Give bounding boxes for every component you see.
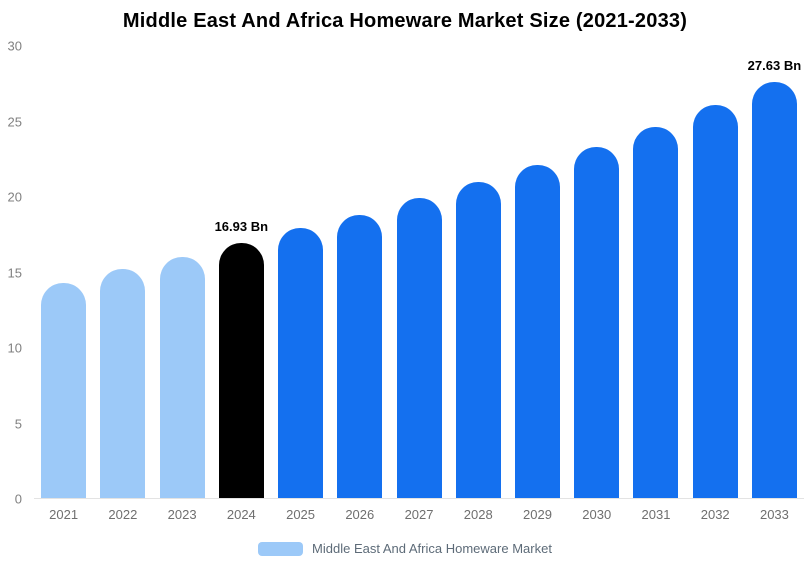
x-tick-label-2030: 2030	[582, 507, 612, 522]
y-tick-label-0: 0	[14, 491, 22, 507]
legend-label: Middle East And Africa Homeware Market	[312, 541, 552, 556]
legend-swatch	[258, 541, 304, 556]
x-tick-label-2031: 2031	[641, 507, 671, 522]
chart-area: 0 5 10 15 20 25 30 2021 2022 2023 16.93 Bn 2024 202…	[0, 40, 810, 522]
bar-slot-2022: 2022	[93, 46, 152, 522]
bar-2027	[396, 198, 442, 498]
bar-2028	[455, 181, 501, 498]
bar-2030	[574, 146, 620, 498]
x-tick-label-2032: 2032	[700, 507, 730, 522]
x-tick-label-2022: 2022	[108, 507, 138, 522]
x-tick-label-2024: 2024	[226, 507, 256, 522]
bar-slot-2033: 27.63 Bn 2033	[745, 46, 804, 522]
x-tick-label-2025: 2025	[286, 507, 316, 522]
bar-2032	[692, 104, 738, 498]
bar-2029	[514, 165, 560, 498]
y-tick-label-10: 10	[7, 340, 22, 356]
y-tick-label-5: 5	[14, 416, 22, 432]
x-tick-label-2028: 2028	[463, 507, 493, 522]
bar-slot-2023: 2023	[152, 46, 211, 522]
bar-slot-2026: 2026	[330, 46, 389, 522]
bar-value-label-2033: 27.63 Bn	[747, 57, 802, 73]
bar-2022	[100, 269, 146, 498]
y-axis: 0 5 10 15 20 25 30	[0, 40, 28, 506]
bar-slot-2032: 2032	[686, 46, 745, 522]
bar-slot-2025: 2025	[271, 46, 330, 522]
x-tick-label-2021: 2021	[49, 507, 79, 522]
x-tick-label-2023: 2023	[167, 507, 197, 522]
y-tick-label-30: 30	[7, 38, 22, 54]
x-tick-label-2027: 2027	[404, 507, 434, 522]
bar-2026	[337, 214, 383, 498]
bar-2025	[278, 228, 324, 498]
bar-2031	[633, 127, 679, 498]
plot-area: 2021 2022 2023 16.93 Bn 2024 2025 2026 2027 2028…	[34, 46, 804, 522]
bar-2023	[159, 256, 205, 498]
x-tick-label-2029: 2029	[523, 507, 552, 522]
bar-slot-2028: 2028	[449, 46, 508, 522]
y-tick-label-20: 20	[7, 189, 22, 205]
bar-slot-2030: 2030	[567, 46, 626, 522]
legend-item[interactable]: Middle East And Africa Homeware Market	[0, 541, 810, 556]
bar-slot-2021: 2021	[34, 46, 93, 522]
bar-2033: 27.63 Bn	[748, 58, 801, 498]
chart-title: Middle East And Africa Homeware Market S…	[122, 10, 688, 32]
bar-slot-2027: 2027	[389, 46, 448, 522]
bar-slot-2024: 16.93 Bn 2024	[212, 46, 271, 522]
y-tick-label-15: 15	[7, 265, 22, 280]
bar-value-label-2024: 16.93 Bn	[214, 218, 269, 234]
bar-slot-2029: 2029	[508, 46, 567, 522]
y-tick-label-25: 25	[7, 114, 22, 129]
bar-slot-2031: 2031	[626, 46, 685, 522]
x-tick-label-2033: 2033	[759, 507, 789, 522]
bar-2024: 16.93 Bn	[215, 219, 268, 498]
x-tick-label-2026: 2026	[345, 507, 375, 522]
bar-2021	[41, 282, 87, 498]
